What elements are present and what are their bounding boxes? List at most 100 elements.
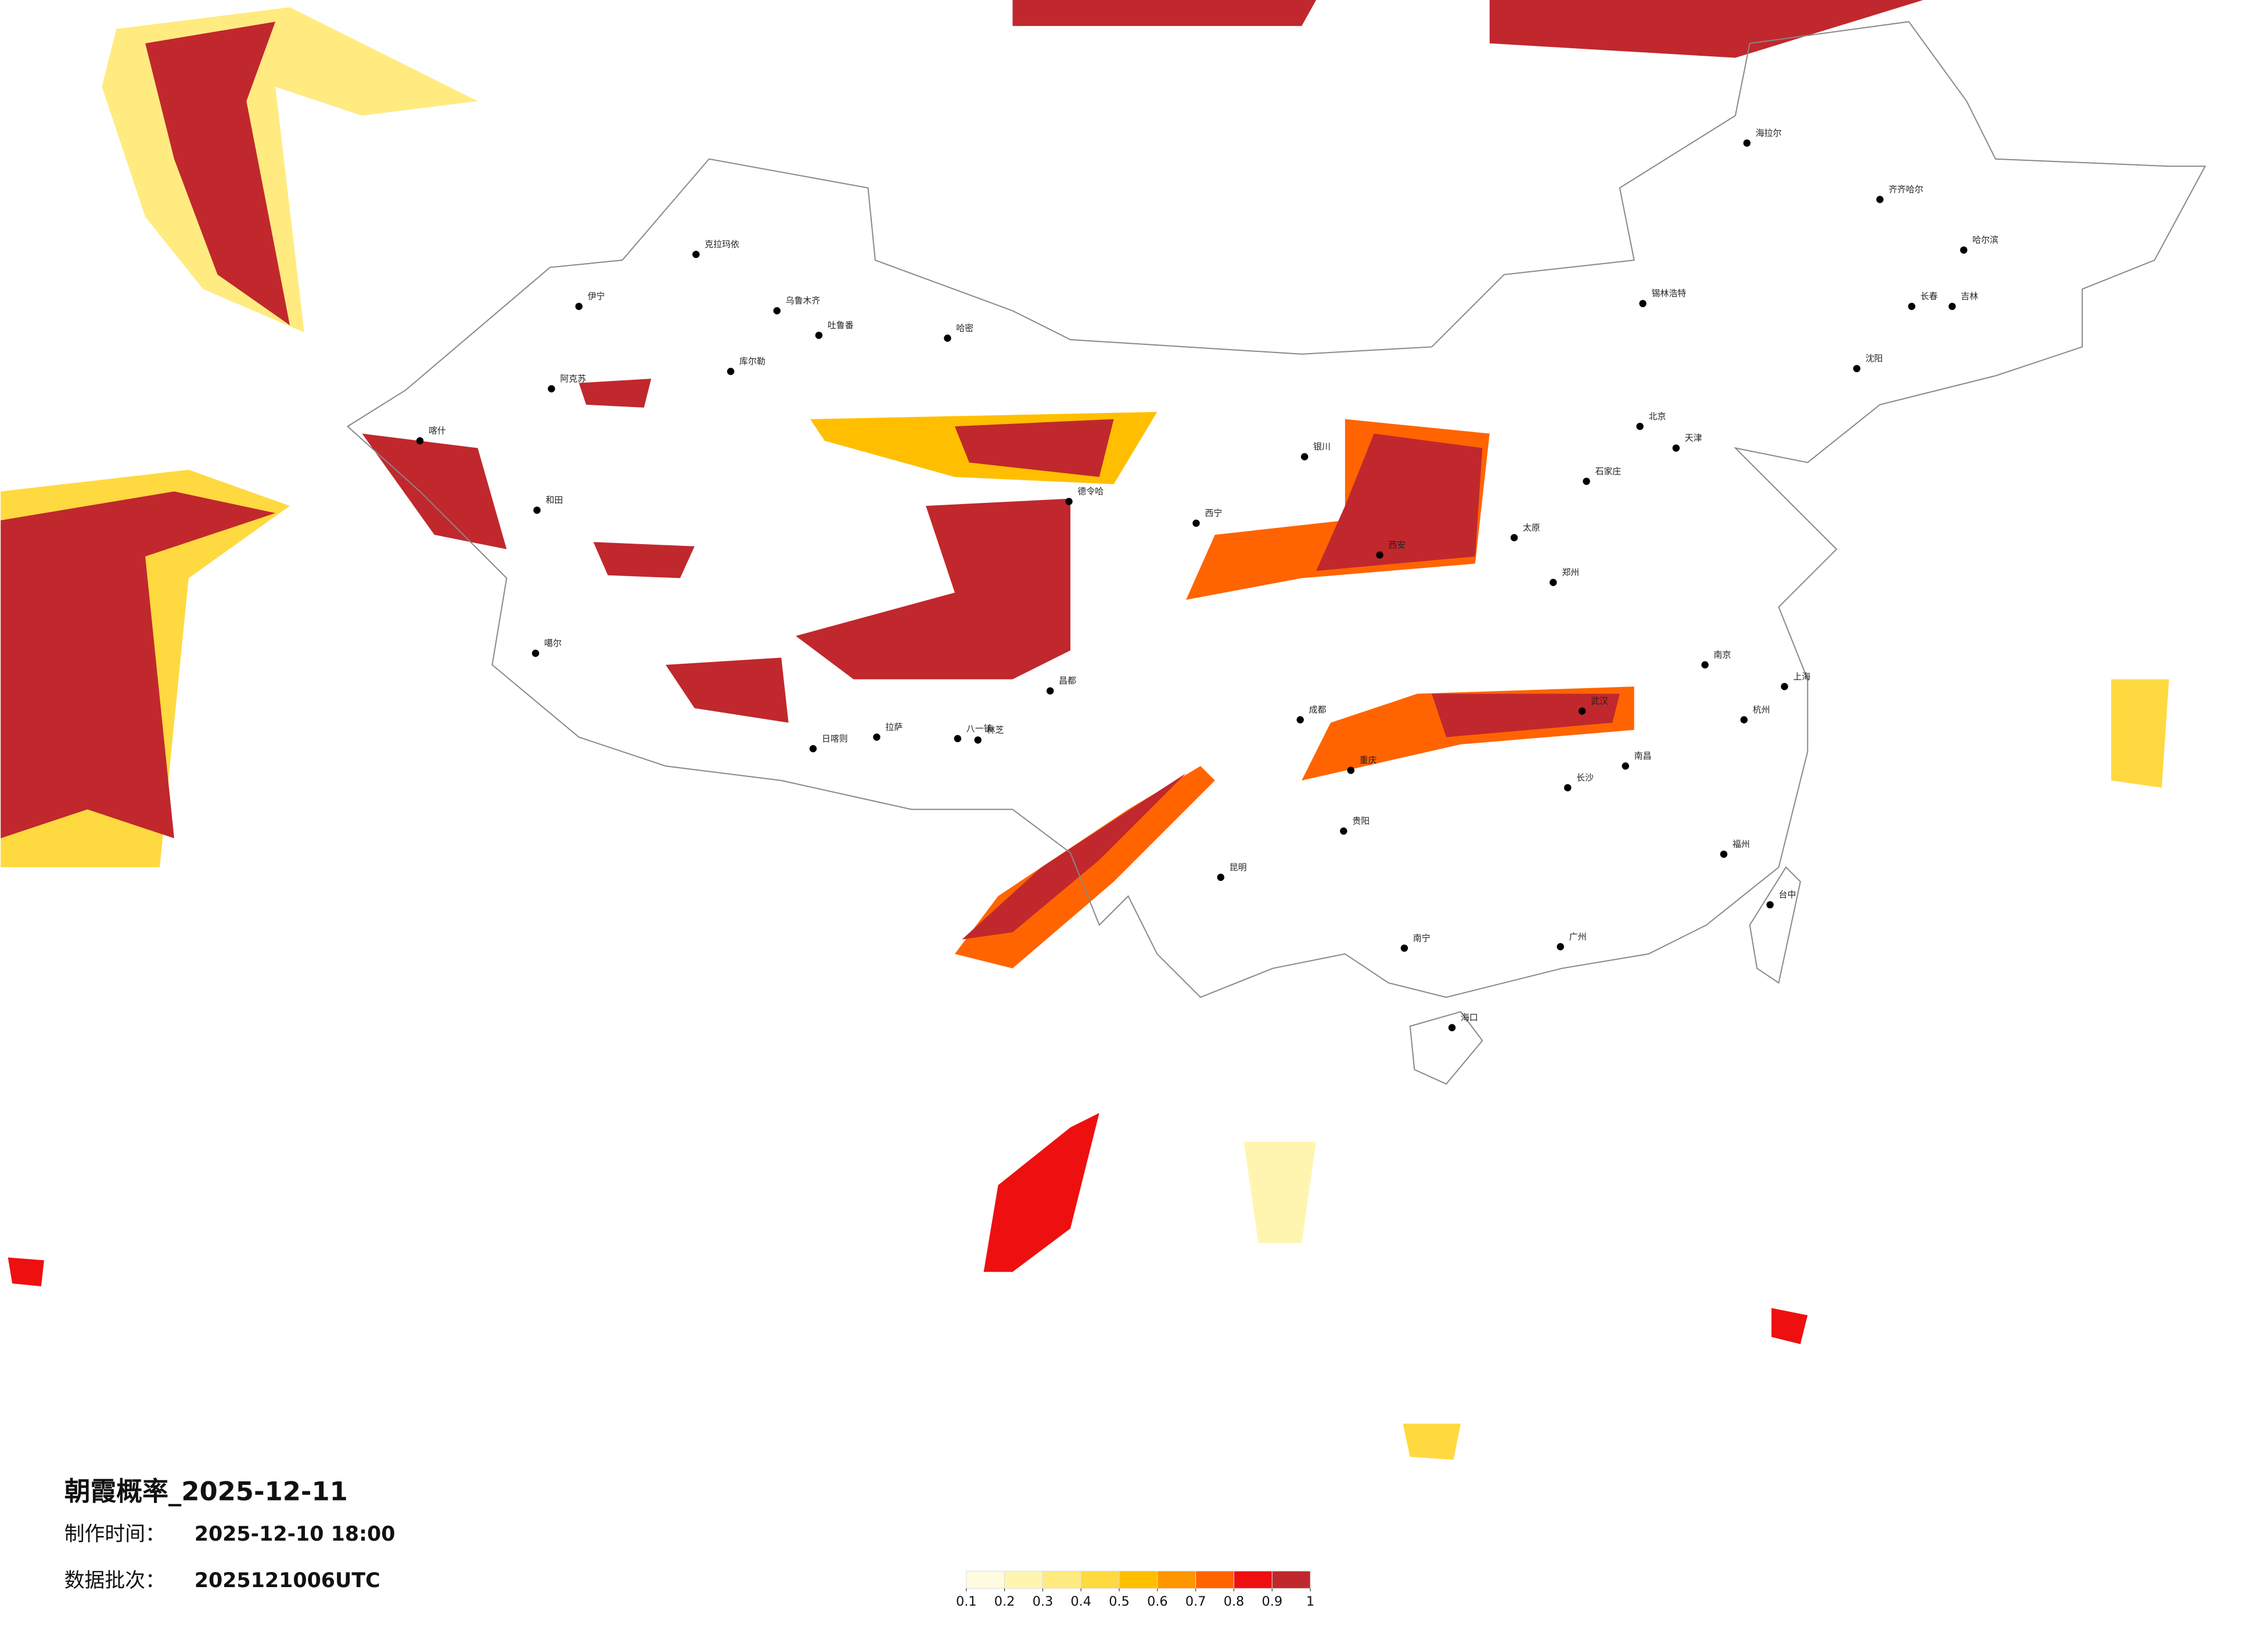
- city-label: 南京: [1714, 649, 1731, 660]
- made-time: 2025-12-10 18:00: [195, 1523, 396, 1546]
- city-dot: [1672, 444, 1680, 452]
- city-label: 库尔勒: [739, 356, 765, 366]
- city-dot: [548, 385, 555, 393]
- city-label: 长沙: [1576, 772, 1594, 783]
- city-dot: [1217, 873, 1225, 881]
- city-label: 哈密: [956, 323, 973, 333]
- legend-tick-label: 0.6: [1147, 1594, 1168, 1609]
- city-dot: [1908, 303, 1915, 310]
- city-label: 八一镇: [966, 723, 993, 733]
- city-label: 昆明: [1230, 862, 1247, 872]
- city-label: 乌鲁木齐: [786, 296, 821, 306]
- legend-tick-label: 0.1: [956, 1594, 977, 1609]
- city-label: 广州: [1569, 931, 1587, 942]
- city-label: 伊宁: [588, 291, 605, 301]
- city-label: 重庆: [1360, 755, 1377, 765]
- city-label: 郑州: [1562, 567, 1579, 578]
- city-dot: [1510, 534, 1518, 542]
- city-label: 武汉: [1591, 696, 1608, 706]
- legend-swatch: [1157, 1570, 1196, 1589]
- city-label: 德令哈: [1077, 486, 1104, 497]
- city-dot: [1192, 519, 1200, 527]
- legend-tick-label: 1: [1306, 1594, 1314, 1609]
- city-label: 锡林浩特: [1652, 288, 1687, 298]
- city-dot: [1639, 300, 1647, 307]
- city-label: 长春: [1920, 291, 1938, 301]
- city-dot: [1876, 196, 1884, 203]
- legend-swatch: [1004, 1570, 1043, 1589]
- city-label: 太原: [1523, 522, 1540, 533]
- city-dot: [1578, 707, 1586, 715]
- legend-swatch: [1195, 1570, 1235, 1589]
- city-dot: [1960, 246, 1968, 254]
- city-dot: [1340, 827, 1347, 835]
- legend-tick-label: 0.4: [1070, 1594, 1091, 1609]
- city-label: 南宁: [1413, 933, 1430, 943]
- city-label: 西宁: [1205, 508, 1222, 519]
- city-dot: [1948, 303, 1956, 310]
- city-dot: [1347, 767, 1355, 774]
- city-label: 上海: [1793, 671, 1810, 682]
- legend-tick-label: 0.8: [1224, 1594, 1245, 1609]
- legend-swatch: [1080, 1570, 1120, 1589]
- city-dot: [1065, 498, 1073, 505]
- heat-areas: [1, 0, 2169, 1460]
- legend-swatch: [1119, 1570, 1158, 1589]
- city-dot: [416, 437, 424, 445]
- city-dot: [575, 303, 583, 310]
- city-label: 海口: [1461, 1012, 1478, 1023]
- city-label: 福州: [1733, 839, 1750, 849]
- legend: 0.1 0.2 0.3 0.4 0.5 0.6 0.7 0.8 0.9 1: [956, 1570, 1314, 1609]
- city-label: 吉林: [1961, 291, 1978, 301]
- legend-tick-label: 0.3: [1033, 1594, 1054, 1609]
- city-label: 克拉玛依: [705, 239, 739, 250]
- city-dot: [1550, 578, 1557, 587]
- city-label: 昌都: [1059, 675, 1076, 686]
- city-dot: [1636, 423, 1644, 430]
- legend-tick-label: 0.9: [1262, 1594, 1283, 1609]
- city-label: 贵阳: [1352, 816, 1370, 826]
- city-label: 杭州: [1753, 704, 1770, 715]
- city-label: 南昌: [1634, 751, 1652, 761]
- city-label: 台中: [1779, 890, 1796, 900]
- legend-tick-label: 0.2: [994, 1594, 1015, 1609]
- city-label: 拉萨: [885, 722, 903, 732]
- city-dot: [1766, 901, 1774, 909]
- city-label: 石家庄: [1595, 466, 1621, 476]
- city-dot: [809, 745, 817, 753]
- city-label: 日喀则: [822, 733, 848, 744]
- city-label: 天津: [1685, 433, 1702, 443]
- city-label: 吐鲁番: [828, 320, 854, 330]
- city-dot: [1557, 943, 1564, 951]
- city-label: 噶尔: [544, 638, 562, 649]
- city-dot: [1296, 716, 1304, 724]
- city-dot: [533, 506, 541, 514]
- city-label: 喀什: [429, 426, 446, 436]
- city-label: 沈阳: [1866, 353, 1883, 364]
- city-dot: [727, 368, 735, 375]
- legend-swatch: [1042, 1570, 1081, 1589]
- map-title: 朝霞概率_2025-12-11: [64, 1476, 348, 1506]
- city-dot: [944, 334, 951, 342]
- city-label: 齐齐哈尔: [1889, 184, 1924, 195]
- legend-swatch: [1234, 1570, 1273, 1589]
- city-dot: [974, 736, 982, 744]
- legend-tick-label: 0.5: [1109, 1594, 1130, 1609]
- legend-swatch: [966, 1570, 1005, 1589]
- city-label: 北京: [1649, 411, 1666, 422]
- city-dot: [1448, 1024, 1456, 1031]
- city-label: 西安: [1389, 539, 1406, 550]
- city-dot: [1622, 762, 1629, 770]
- city-dot: [1740, 716, 1748, 724]
- city-label: 银川: [1313, 441, 1331, 452]
- city-dot: [692, 250, 700, 258]
- city-label: 和田: [546, 495, 563, 505]
- city-dot: [1781, 683, 1788, 690]
- city-dot: [773, 307, 781, 315]
- city-label: 海拉尔: [1756, 128, 1782, 138]
- city-dot: [1701, 661, 1709, 669]
- city-dot: [873, 733, 880, 741]
- batch-label: 数据批次：: [64, 1569, 166, 1592]
- legend-tick-label: 0.7: [1185, 1594, 1206, 1609]
